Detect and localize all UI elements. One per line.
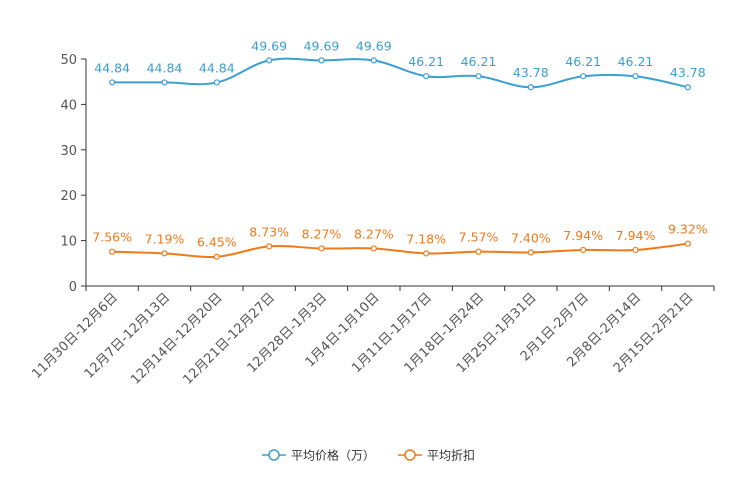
data-point	[318, 57, 325, 64]
series-2: 7.56% 7.19% 6.45% 8.73% 8.27% 8.27% 7.18% 7.57%…	[92, 222, 708, 260]
data-label: 44.84	[199, 60, 235, 75]
legend-item-2[interactable]: 平均折扣	[398, 448, 475, 463]
chart-series: 44.84 44.84 44.84 49.69 49.69 49.69 46.21 46.21…	[92, 38, 708, 260]
y-tick-label: 40	[60, 98, 77, 113]
data-point	[266, 243, 273, 250]
data-point	[213, 253, 220, 260]
data-point	[109, 248, 116, 255]
data-label: 6.45%	[197, 235, 237, 250]
y-tick-label: 50	[60, 53, 77, 68]
data-point	[423, 73, 430, 80]
data-label: 49.69	[251, 38, 287, 53]
data-label: 49.69	[304, 38, 340, 53]
x-tick-label: 12月21日-12月27日	[181, 290, 278, 387]
data-point	[580, 73, 587, 80]
y-tick-label: 30	[60, 144, 77, 159]
y-tick-label: 0	[69, 280, 77, 295]
data-label: 7.40%	[511, 230, 551, 245]
data-label: 8.73%	[249, 224, 289, 239]
data-point	[527, 84, 534, 91]
data-label: 7.19%	[145, 231, 185, 246]
data-point	[161, 79, 168, 86]
data-point	[213, 79, 220, 86]
data-point	[266, 57, 273, 64]
data-label: 9.32%	[668, 222, 708, 237]
data-label: 8.27%	[354, 226, 394, 241]
data-point	[161, 250, 168, 257]
x-tick-label: 11月30日-12月6日	[29, 290, 121, 382]
series-line	[112, 242, 688, 258]
data-label: 44.84	[94, 60, 130, 75]
data-label: 46.21	[618, 54, 654, 69]
data-point	[684, 84, 691, 91]
data-label: 7.18%	[406, 231, 446, 246]
data-point	[632, 246, 639, 254]
data-point	[684, 240, 691, 247]
chart-axes: 0102030405011月30日-12月6日12月7日-12月13日12月14…	[29, 53, 715, 388]
x-tick-label: 12月14日-12月20日	[128, 290, 225, 387]
data-label: 44.84	[147, 60, 183, 75]
legend-marker-icon	[268, 449, 280, 461]
data-label: 7.57%	[459, 230, 499, 245]
data-label: 7.56%	[92, 230, 132, 245]
data-label: 7.94%	[616, 228, 656, 243]
data-label: 49.69	[356, 38, 392, 53]
legend-label: 平均折扣	[427, 448, 475, 463]
y-tick-label: 20	[60, 189, 77, 204]
data-point	[370, 245, 377, 252]
series-line	[112, 57, 689, 89]
data-label: 46.21	[461, 54, 497, 69]
data-point	[370, 57, 377, 64]
data-label: 46.21	[408, 54, 444, 69]
data-point	[475, 73, 482, 80]
data-point	[423, 250, 430, 257]
chart-legend[interactable]: 平均价格（万） 平均折扣	[262, 448, 475, 463]
series-1: 44.84 44.84 44.84 49.69 49.69 49.69 46.21 46.21…	[94, 38, 706, 91]
data-point	[632, 73, 639, 80]
data-label: 7.94%	[563, 228, 603, 243]
y-tick-label: 10	[60, 235, 77, 250]
legend-marker-icon	[404, 449, 416, 461]
data-point	[580, 246, 587, 254]
data-point	[109, 79, 116, 86]
data-point	[318, 245, 325, 252]
legend-label: 平均价格（万）	[291, 448, 375, 463]
legend-item-1[interactable]: 平均价格（万）	[262, 448, 375, 463]
data-label: 43.78	[670, 65, 706, 80]
data-label: 43.78	[513, 65, 549, 80]
data-label: 46.21	[565, 54, 601, 69]
data-point	[475, 248, 482, 255]
data-label: 8.27%	[302, 226, 342, 241]
data-point	[527, 249, 534, 256]
